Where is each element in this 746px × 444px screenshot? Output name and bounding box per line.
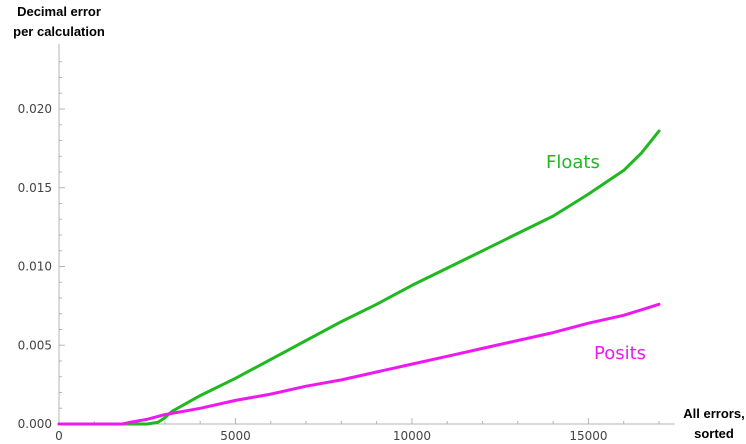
floats-series-label: Floats <box>546 152 600 173</box>
y-tick-label: 0.010 <box>18 260 52 274</box>
y-tick-label: 0.005 <box>18 338 52 352</box>
floats-series-line <box>57 129 661 426</box>
x-tick-label: 5000 <box>220 429 251 443</box>
series-layer <box>57 129 661 426</box>
posits-series-line <box>57 302 661 426</box>
posits-series-label: Posits <box>594 343 646 364</box>
x-axis-title: All errors, sorted <box>683 406 745 441</box>
y-tick-label: 0.000 <box>18 417 52 431</box>
y-tick-label: 0.020 <box>18 102 52 116</box>
y-axis-title: Decimal error per calculation <box>13 4 105 39</box>
axes: 0.000 0.005 0.010 0.015 0.020 0 5000 10000 15000 <box>18 44 675 443</box>
y-tick-label: 0.015 <box>18 181 52 195</box>
x-tick-label: 10000 <box>393 429 431 443</box>
x-tick-label: 0 <box>55 429 63 443</box>
x-tick-label: 15000 <box>569 429 607 443</box>
